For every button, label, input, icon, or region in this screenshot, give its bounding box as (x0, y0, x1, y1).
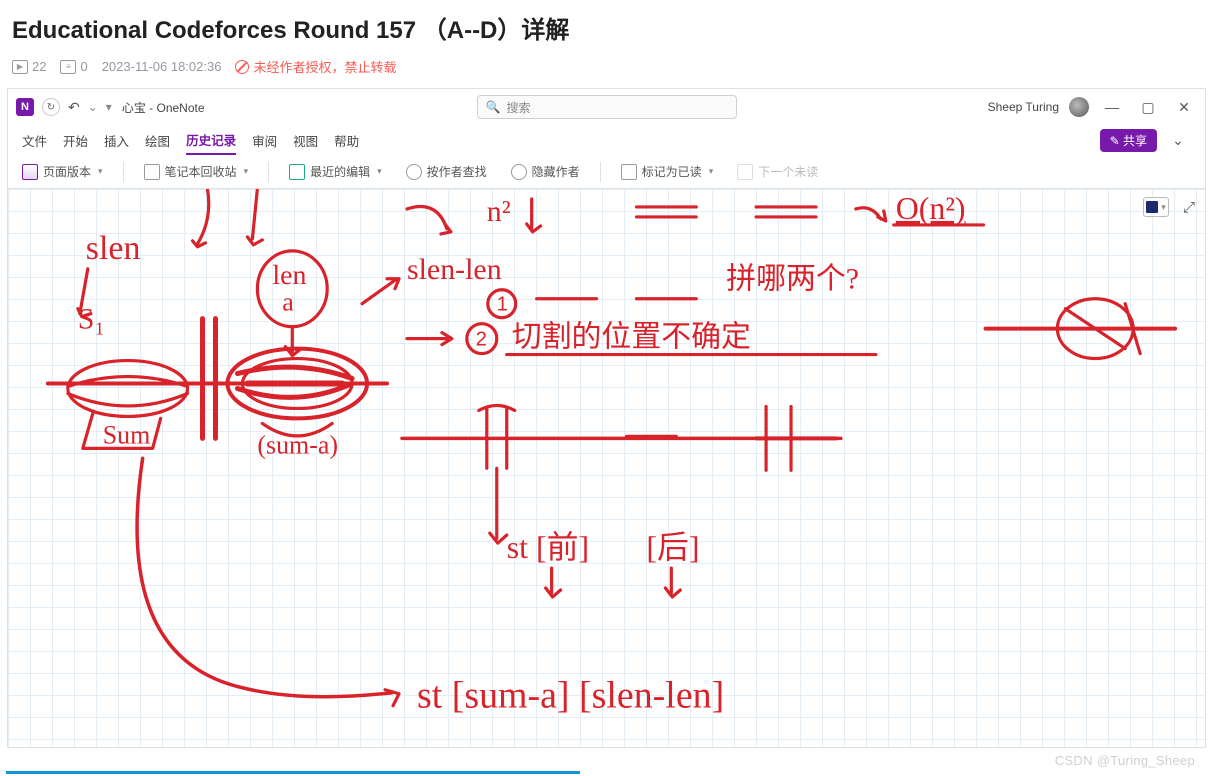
svg-text:a: a (282, 288, 294, 317)
overflow[interactable]: ▾ (106, 100, 112, 114)
ribbon: 页面版本▾ 笔记本回收站▾ 最近的编辑▾ 按作者查找 隐藏作者 标记为已读▾ 下… (8, 155, 1205, 189)
share-button[interactable]: ✎ 共享 (1100, 129, 1157, 152)
menu-draw[interactable]: 绘图 (145, 127, 170, 154)
svg-text:len: len (272, 260, 306, 291)
svg-text:slen-len: slen-len (407, 253, 502, 286)
undo-button[interactable]: ↶ (68, 99, 80, 116)
maximize-button[interactable]: ▢ (1135, 94, 1161, 120)
svg-text:[后]: [后] (646, 530, 699, 565)
page-versions-button[interactable]: 页面版本▾ (18, 160, 107, 183)
views: ▶22 (12, 59, 46, 74)
svg-text:2: 2 (476, 329, 487, 351)
svg-text:O(n²): O(n²) (896, 191, 966, 226)
menu-history[interactable]: 历史记录 (186, 126, 236, 155)
article-meta: ▶22 ≡0 2023-11-06 18:02:36 未经作者授权，禁止转载 (12, 57, 1201, 76)
svg-text:n²: n² (487, 195, 511, 228)
comment-icon: ≡ (60, 60, 76, 74)
article-header: Educational Codeforces Round 157 （A--D）详… (0, 0, 1213, 84)
minimize-button[interactable]: — (1099, 94, 1125, 120)
menu-help[interactable]: 帮助 (334, 127, 359, 154)
play-icon: ▶ (12, 60, 28, 74)
svg-text:st [sum-a] [slen-len]: st [sum-a] [slen-len] (417, 675, 724, 717)
search-input[interactable]: 🔍 搜索 (477, 95, 737, 119)
titlebar: N ↻ ↶ ⌄ ▾ 心宝 - OneNote 🔍 搜索 Sheep Turing… (8, 89, 1205, 125)
menu-home[interactable]: 开始 (63, 127, 88, 154)
menu-review[interactable]: 审阅 (252, 127, 277, 154)
onenote-app-icon: N (16, 98, 34, 116)
document-title: 心宝 - OneNote (122, 99, 205, 116)
recycle-button[interactable]: 笔记本回收站▾ (140, 160, 253, 183)
find-by-author-button[interactable]: 按作者查找 (402, 160, 491, 183)
next-unread-button: 下一个未读 (733, 160, 822, 183)
prohibit-icon (235, 60, 249, 74)
menu-insert[interactable]: 插入 (104, 127, 129, 154)
watermark: CSDN @Turing_Sheep (1055, 753, 1195, 768)
publish-date: 2023-11-06 18:02:36 (102, 59, 222, 74)
svg-text:Sum: Sum (103, 420, 151, 449)
sync-button[interactable]: ↻ (42, 98, 60, 116)
onenote-window: N ↻ ↶ ⌄ ▾ 心宝 - OneNote 🔍 搜索 Sheep Turing… (7, 88, 1206, 748)
close-button[interactable]: ✕ (1171, 94, 1197, 120)
search-placeholder: 搜索 (506, 99, 530, 116)
note-canvas[interactable]: ▾ ⤢ slen S₁ Sum (8, 189, 1205, 747)
copyright-notice: 未经作者授权，禁止转载 (235, 57, 396, 76)
svg-text:拼哪两个?: 拼哪两个? (726, 263, 859, 296)
svg-text:slen: slen (86, 230, 141, 267)
avatar[interactable] (1069, 97, 1089, 117)
mark-read-button[interactable]: 标记为已读▾ (617, 160, 718, 183)
menu-view[interactable]: 视图 (293, 127, 318, 154)
ribbon-toggle[interactable]: ⌄ (1165, 127, 1191, 153)
menu-file[interactable]: 文件 (22, 127, 47, 154)
comments: ≡0 (60, 59, 87, 74)
svg-text:切割的位置不确定: 切割的位置不确定 (512, 321, 751, 354)
more-icon[interactable]: ⌄ (88, 100, 98, 114)
article-title: Educational Codeforces Round 157 （A--D）详… (12, 10, 1201, 45)
svg-text:st [前]: st [前] (507, 530, 589, 565)
search-icon: 🔍 (486, 100, 501, 114)
ink-layer: slen S₁ Sum le (8, 189, 1205, 747)
hide-author-button[interactable]: 隐藏作者 (507, 160, 584, 183)
recent-edits-button[interactable]: 最近的编辑▾ (285, 160, 386, 183)
loading-bar (6, 771, 580, 774)
svg-text:1: 1 (497, 294, 508, 316)
username: Sheep Turing (988, 100, 1059, 114)
